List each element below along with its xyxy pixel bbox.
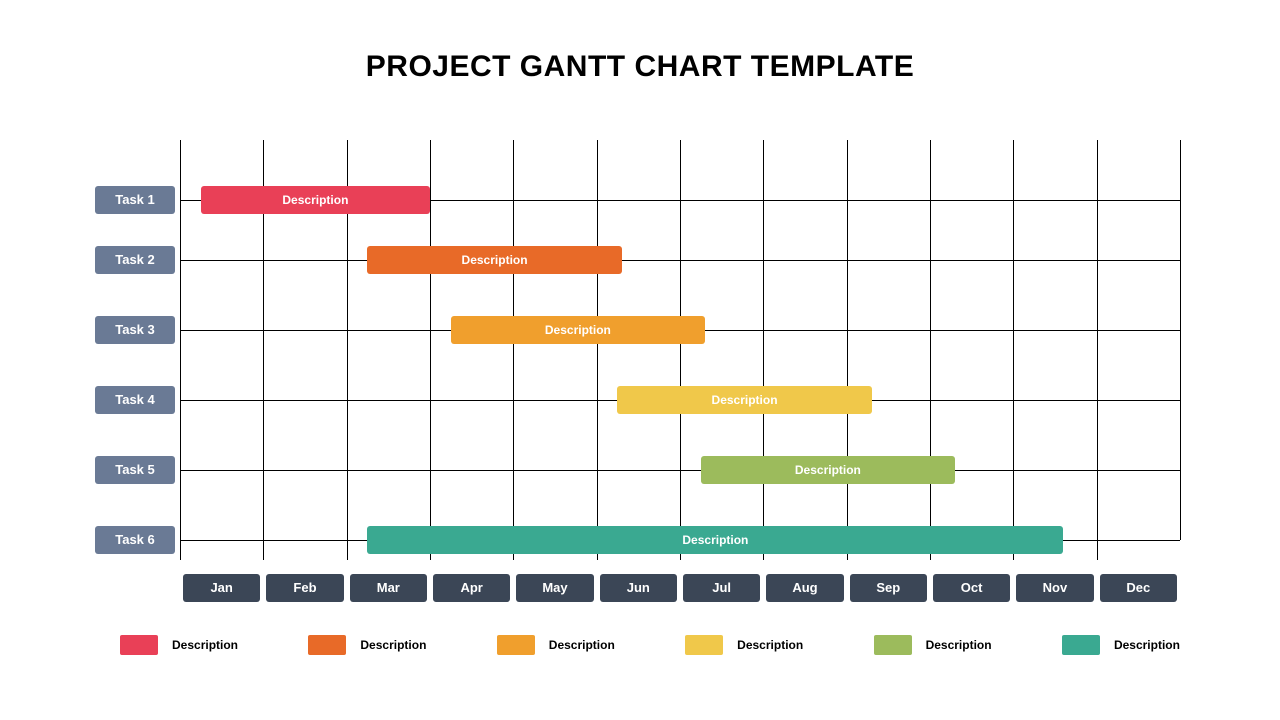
grid-vline bbox=[513, 140, 514, 560]
month-label: Dec bbox=[1100, 574, 1177, 602]
month-label: Jun bbox=[600, 574, 677, 602]
month-label: Jul bbox=[683, 574, 760, 602]
grid-vline bbox=[1013, 140, 1014, 560]
task-label: Task 2 bbox=[95, 246, 175, 274]
legend-item: Description bbox=[874, 635, 992, 655]
legend-label: Description bbox=[1114, 638, 1180, 652]
task-label: Task 6 bbox=[95, 526, 175, 554]
legend-swatch bbox=[685, 635, 723, 655]
legend-item: Description bbox=[1062, 635, 1180, 655]
gantt-bar: Description bbox=[617, 386, 871, 414]
legend-label: Description bbox=[926, 638, 992, 652]
month-label: Aug bbox=[766, 574, 843, 602]
task-label: Task 5 bbox=[95, 456, 175, 484]
month-label: Feb bbox=[266, 574, 343, 602]
grid-vline bbox=[1097, 140, 1098, 560]
grid-vline bbox=[930, 140, 931, 560]
grid-vline bbox=[430, 140, 431, 560]
legend-item: Description bbox=[308, 635, 426, 655]
gantt-bar: Description bbox=[201, 186, 430, 214]
legend-label: Description bbox=[549, 638, 615, 652]
month-label: Jan bbox=[183, 574, 260, 602]
legend-swatch bbox=[497, 635, 535, 655]
grid-vline bbox=[180, 140, 181, 560]
grid-vline bbox=[847, 140, 848, 560]
grid-vline bbox=[1180, 140, 1181, 540]
month-label: Sep bbox=[850, 574, 927, 602]
legend-swatch bbox=[120, 635, 158, 655]
page-title: PROJECT GANTT CHART TEMPLATE bbox=[0, 50, 1280, 84]
legend-item: Description bbox=[497, 635, 615, 655]
legend-label: Description bbox=[172, 638, 238, 652]
month-label: Nov bbox=[1016, 574, 1093, 602]
legend-label: Description bbox=[737, 638, 803, 652]
grid-vline bbox=[597, 140, 598, 560]
gantt-bar: Description bbox=[701, 456, 955, 484]
month-label: May bbox=[516, 574, 593, 602]
legend-item: Description bbox=[120, 635, 238, 655]
month-label: Mar bbox=[350, 574, 427, 602]
month-label: Apr bbox=[433, 574, 510, 602]
legend-label: Description bbox=[360, 638, 426, 652]
month-label: Oct bbox=[933, 574, 1010, 602]
grid-vline bbox=[763, 140, 764, 560]
grid-vline bbox=[680, 140, 681, 560]
task-label: Task 4 bbox=[95, 386, 175, 414]
gantt-bar: Description bbox=[451, 316, 705, 344]
task-label: Task 3 bbox=[95, 316, 175, 344]
legend-item: Description bbox=[685, 635, 803, 655]
gantt-bar: Description bbox=[367, 246, 621, 274]
legend-swatch bbox=[874, 635, 912, 655]
task-label: Task 1 bbox=[95, 186, 175, 214]
gantt-bar: Description bbox=[367, 526, 1063, 554]
gantt-chart: Description Description Description Descrip… bbox=[180, 140, 1180, 560]
legend-swatch bbox=[1062, 635, 1100, 655]
grid-hline bbox=[180, 470, 1180, 471]
grid-hline bbox=[180, 260, 1180, 261]
legend-swatch bbox=[308, 635, 346, 655]
legend: Description Description Description Descrip… bbox=[120, 630, 1180, 660]
